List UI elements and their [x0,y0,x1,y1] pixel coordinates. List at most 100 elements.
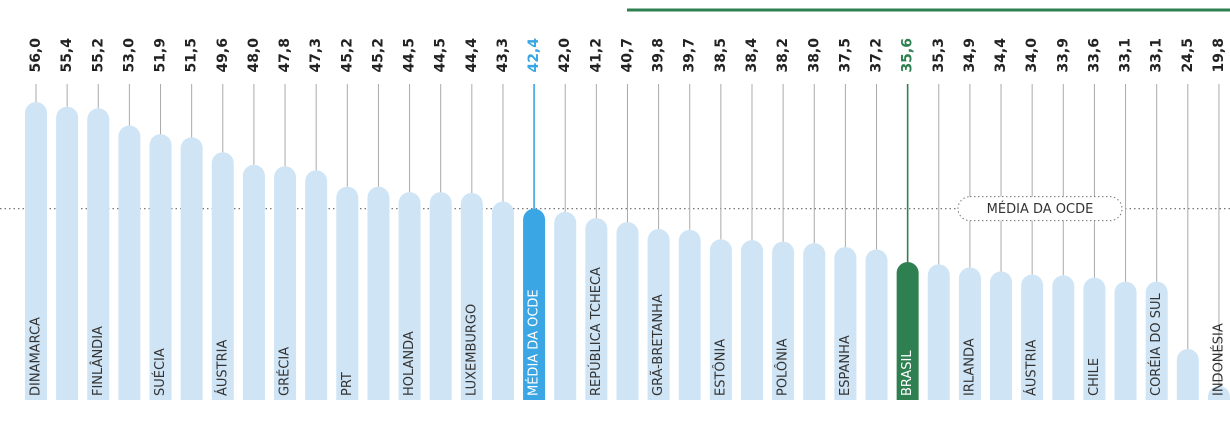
bar [958,267,981,400]
bar [834,247,857,400]
bar [56,106,79,400]
bar [740,240,763,400]
value-label: 38,4 [744,38,760,73]
value-label: 51,5 [184,38,200,73]
category-label: HOLANDA [402,331,417,396]
value-label: 53,0 [121,38,137,73]
label-backdrop [526,282,543,400]
category-label: ESPANHA [838,335,853,396]
value-label: 34,0 [1024,38,1040,73]
category-label: PRT [340,372,355,396]
bar [242,164,265,400]
bar [336,186,359,400]
bar [429,192,452,400]
value-label: 38,5 [713,38,729,73]
bar [772,241,795,400]
value-label: 37,2 [869,38,885,73]
value-label: 49,6 [215,38,231,73]
bar [1207,385,1230,400]
bar [803,243,826,400]
value-label: 38,2 [775,38,791,73]
bar [678,229,701,400]
value-label: 43,3 [495,38,511,73]
bar [118,125,141,401]
bar [398,192,421,400]
category-label: CORÉIA DO SUL [1148,292,1164,396]
value-label: 41,2 [588,38,604,73]
category-label: INDONÉSIA [1210,323,1226,396]
bar [305,170,328,400]
value-label: 42,0 [557,38,573,73]
value-label: 45,2 [370,38,386,73]
bar [25,102,47,400]
category-label: REPÚBLICA TCHECA [588,267,604,396]
bar [709,239,732,400]
value-label: 51,9 [153,38,169,73]
bar [1114,281,1137,400]
category-label: LUXEMBURGO [464,304,479,396]
bar [87,108,110,401]
category-label: IRLANDA [962,338,977,396]
bar [1145,281,1168,400]
reference-label-box [957,196,1123,222]
value-label: 24,5 [1180,38,1196,73]
category-label: SUÉCIA [152,348,168,396]
bar [180,137,203,400]
category-label: DINAMARCA [29,317,44,396]
bar [585,218,608,400]
value-label: 44,4 [464,38,480,73]
category-label: ÁUSTRIA [214,340,230,396]
value-label: 39,8 [651,38,667,73]
value-label: 47,3 [308,38,324,73]
value-label: 33,9 [1055,38,1071,73]
value-label: 39,7 [682,38,698,73]
category-label: CHILE [1087,358,1102,396]
bar [927,264,950,400]
category-label: GRÃ-BRETANHA [650,294,666,396]
value-label: 55,2 [90,38,106,73]
bar [149,134,172,400]
value-label: 55,4 [59,38,75,73]
value-label: 38,0 [806,38,822,73]
category-label: MÉDIA DA OCDE [526,289,542,396]
value-label: 44,5 [433,38,449,73]
value-label: 47,8 [277,38,293,73]
value-label: 44,5 [402,38,418,73]
value-label: 33,1 [1149,38,1165,73]
value-label: 35,6 [900,38,916,73]
value-label: 48,0 [246,38,262,73]
bar [274,166,297,400]
bar [211,152,234,400]
bar [1052,275,1075,400]
value-label: 40,7 [619,38,635,73]
bar [990,271,1013,400]
category-label: GRÉCIA [277,347,293,396]
category-label: ESTÔNIA [712,339,728,396]
bar [1176,349,1199,400]
bar [647,229,670,400]
bar [1021,274,1044,400]
value-label: 42,4 [526,38,542,73]
bar [460,192,483,400]
bar [616,221,639,400]
bar [367,186,390,400]
value-label: 33,1 [1118,38,1134,73]
value-label: 19,8 [1211,38,1227,73]
category-label: FINLÂNDIA [90,326,106,396]
value-label: 34,9 [962,38,978,73]
category-label: ÁUSTRIA [1024,340,1040,396]
bar [865,249,888,400]
bar [1083,277,1106,400]
label-backdrop [899,340,916,400]
reference-label: MÉDIA DA OCDE [987,201,1094,217]
bar [554,211,577,400]
category-label: BRASIL [900,350,915,396]
bar [491,201,514,400]
value-label: 35,3 [931,38,947,73]
value-label: 34,4 [993,38,1009,73]
value-label: 37,5 [837,38,853,73]
value-label: 56,0 [28,38,44,73]
value-label: 45,2 [339,38,355,73]
category-label: POLÔNIA [775,338,791,396]
